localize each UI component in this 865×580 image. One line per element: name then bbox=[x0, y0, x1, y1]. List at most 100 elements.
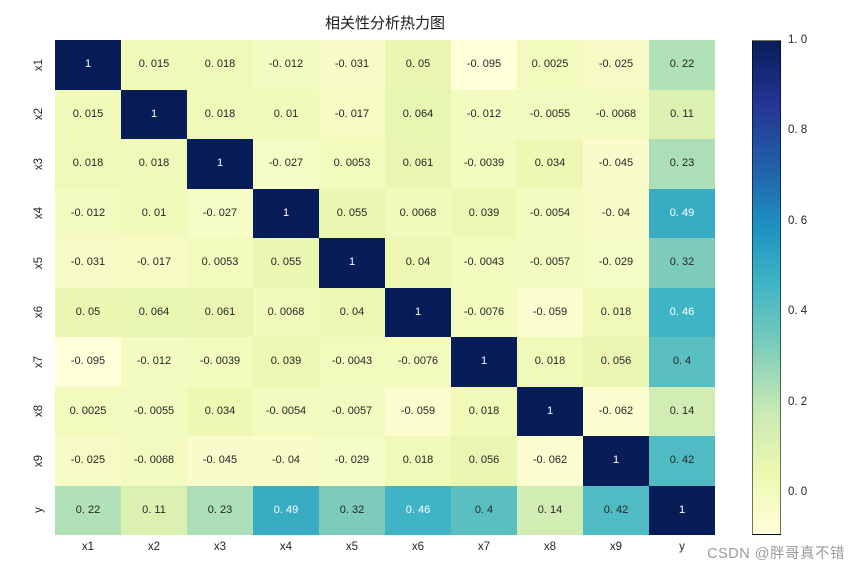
heatmap-cell-x7-x8: 0. 018 bbox=[517, 337, 583, 387]
heatmap-cell-x1-x8: 0. 0025 bbox=[517, 40, 583, 90]
x-tick-label-x3: x3 bbox=[213, 541, 227, 553]
colorbar-tick-0.0: 0. 0 bbox=[788, 486, 808, 499]
heatmap-cell-x2-y: 0. 11 bbox=[649, 89, 715, 139]
y-tick-label-y: y bbox=[33, 507, 45, 514]
heatmap-cell-x9-y: 0. 42 bbox=[649, 436, 715, 486]
heatmap-cell-x3-x2: 0. 018 bbox=[121, 139, 187, 189]
heatmap-cell-x7-y: 0. 4 bbox=[649, 337, 715, 387]
colorbar-tick-labels: 1. 0 0. 8 0. 6 0. 4 0. 2 0. 0 bbox=[788, 34, 848, 535]
heatmap-cell-x2-x1: 0. 015 bbox=[55, 89, 121, 139]
heatmap-cell-x9-x1: -0. 025 bbox=[55, 436, 121, 486]
heatmap-cell-x8-x3: 0. 034 bbox=[187, 386, 253, 436]
chart-title: 相关性分析热力图 bbox=[324, 15, 445, 32]
y-tick-label-x6: x6 bbox=[33, 306, 45, 319]
colorbar-tick-0.2: 0. 2 bbox=[788, 395, 808, 408]
heatmap-cell-x1-x4: -0. 012 bbox=[253, 40, 319, 90]
x-tick-label-x6: x6 bbox=[411, 541, 425, 553]
heatmap-cell-x6-x9: 0. 018 bbox=[583, 287, 649, 337]
heatmap-cell-x9-x9: 1 bbox=[583, 436, 649, 486]
heatmap-cell-x9-x4: -0. 04 bbox=[253, 436, 319, 486]
heatmap-cell-x6-y: 0. 46 bbox=[649, 287, 715, 337]
heatmap-cell-y-x4: 0. 49 bbox=[253, 485, 319, 535]
heatmap-cell-y-x3: 0. 23 bbox=[187, 485, 253, 535]
x-tick-label-x1: x1 bbox=[81, 541, 95, 553]
heatmap-cell-y-y: 1 bbox=[649, 485, 715, 535]
heatmap-cell-x6-x6: 1 bbox=[385, 287, 451, 337]
heatmap-cell-x4-x4: 1 bbox=[253, 188, 319, 238]
heatmap-cell-x6-x2: 0. 064 bbox=[121, 287, 187, 337]
heatmap-cell-x8-y: 0. 14 bbox=[649, 386, 715, 436]
heatmap-cell-x1-x1: 1 bbox=[55, 40, 121, 90]
heatmap-cell-x9-x5: -0. 029 bbox=[319, 436, 385, 486]
heatmap-cell-x2-x4: 0. 01 bbox=[253, 89, 319, 139]
colorbar bbox=[752, 40, 781, 535]
heatmap-cell-x9-x3: -0. 045 bbox=[187, 436, 253, 486]
heatmap-cell-y-x8: 0. 14 bbox=[517, 485, 583, 535]
heatmap-cell-x8-x4: -0. 0054 bbox=[253, 386, 319, 436]
heatmap-cell-x8-x1: 0. 0025 bbox=[55, 386, 121, 436]
y-tick-label-x1: x1 bbox=[33, 58, 45, 71]
heatmap-cell-x2-x2: 1 bbox=[121, 89, 187, 139]
heatmap-cell-x4-x6: 0. 0068 bbox=[385, 188, 451, 238]
heatmap-cell-y-x6: 0. 46 bbox=[385, 485, 451, 535]
colorbar-tick-0.8: 0. 8 bbox=[788, 124, 808, 137]
heatmap-cell-x1-x7: -0. 095 bbox=[451, 40, 517, 90]
heatmap-cell-x7-x5: -0. 0043 bbox=[319, 337, 385, 387]
heatmap-cell-x4-x1: -0. 012 bbox=[55, 188, 121, 238]
heatmap-cell-x1-x3: 0. 018 bbox=[187, 40, 253, 90]
heatmap-cell-x8-x7: 0. 018 bbox=[451, 386, 517, 436]
heatmap-cell-x3-x1: 0. 018 bbox=[55, 139, 121, 189]
colorbar-tick-0.4: 0. 4 bbox=[788, 305, 808, 318]
heatmap-cell-y-x5: 0. 32 bbox=[319, 485, 385, 535]
heatmap-cell-x4-x7: 0. 039 bbox=[451, 188, 517, 238]
colorbar-tick-1.0: 1. 0 bbox=[788, 34, 808, 46]
heatmap-cell-x2-x7: -0. 012 bbox=[451, 89, 517, 139]
heatmap-cell-x5-x1: -0. 031 bbox=[55, 238, 121, 288]
y-tick-label-x3: x3 bbox=[33, 157, 45, 170]
heatmap-cell-x5-x4: 0. 055 bbox=[253, 238, 319, 288]
heatmap-cell-x4-x2: 0. 01 bbox=[121, 188, 187, 238]
heatmap-cell-x6-x5: 0. 04 bbox=[319, 287, 385, 337]
heatmap-cell-x2-x8: -0. 0055 bbox=[517, 89, 583, 139]
heatmap-cell-y-x7: 0. 4 bbox=[451, 485, 517, 535]
heatmap-cell-x9-x7: 0. 056 bbox=[451, 436, 517, 486]
x-tick-label-x9: x9 bbox=[609, 541, 623, 553]
heatmap-cell-x7-x7: 1 bbox=[451, 337, 517, 387]
heatmap-cell-x5-x5: 1 bbox=[319, 238, 385, 288]
heatmap-cell-x9-x8: -0. 062 bbox=[517, 436, 583, 486]
heatmap-cell-x3-x6: 0. 061 bbox=[385, 139, 451, 189]
x-tick-label-x4: x4 bbox=[279, 541, 293, 553]
heatmap-cell-x7-x1: -0. 095 bbox=[55, 337, 121, 387]
heatmap-cell-x5-y: 0. 32 bbox=[649, 238, 715, 288]
x-tick-label-x2: x2 bbox=[147, 541, 161, 553]
x-tick-label-y: y bbox=[679, 541, 685, 553]
heatmap-cell-x6-x4: 0. 0068 bbox=[253, 287, 319, 337]
y-axis-labels: x1 x2 x3 x4 x5 x6 x7 x8 x9 y bbox=[26, 40, 52, 535]
heatmap-cell-x5-x6: 0. 04 bbox=[385, 238, 451, 288]
y-tick-label-x8: x8 bbox=[33, 405, 45, 418]
heatmap-grid: 1 0. 015 0. 018 -0. 012 -0. 031 0. 05 -0. 095 0… bbox=[55, 40, 715, 535]
heatmap-cell-x5-x8: -0. 0057 bbox=[517, 238, 583, 288]
heatmap-cell-x5-x7: -0. 0043 bbox=[451, 238, 517, 288]
y-tick-label-x7: x7 bbox=[33, 355, 45, 368]
heatmap-cell-y-x9: 0. 42 bbox=[583, 485, 649, 535]
heatmap-cell-x5-x9: -0. 029 bbox=[583, 238, 649, 288]
y-tick-label-x9: x9 bbox=[33, 454, 45, 467]
heatmap-cell-x4-x8: -0. 0054 bbox=[517, 188, 583, 238]
heatmap-cell-x4-x5: 0. 055 bbox=[319, 188, 385, 238]
heatmap-cell-x8-x2: -0. 0055 bbox=[121, 386, 187, 436]
heatmap-cell-x1-x6: 0. 05 bbox=[385, 40, 451, 90]
heatmap-cell-x3-y: 0. 23 bbox=[649, 139, 715, 189]
heatmap-cell-x3-x9: -0. 045 bbox=[583, 139, 649, 189]
x-axis-labels: x1 x2 x3 x4 x5 x6 x7 x8 x9 y bbox=[55, 541, 715, 553]
heatmap-cell-x7-x3: -0. 0039 bbox=[187, 337, 253, 387]
heatmap-cell-x8-x8: 1 bbox=[517, 386, 583, 436]
heatmap-cell-x2-x5: -0. 017 bbox=[319, 89, 385, 139]
heatmap-cell-x2-x9: -0. 0068 bbox=[583, 89, 649, 139]
heatmap-cell-y-x2: 0. 11 bbox=[121, 485, 187, 535]
heatmap-cell-x8-x6: -0. 059 bbox=[385, 386, 451, 436]
heatmap-cell-x7-x4: 0. 039 bbox=[253, 337, 319, 387]
heatmap-cell-x3-x4: -0. 027 bbox=[253, 139, 319, 189]
y-tick-label-x2: x2 bbox=[33, 108, 45, 121]
heatmap-cell-x1-x2: 0. 015 bbox=[121, 40, 187, 90]
